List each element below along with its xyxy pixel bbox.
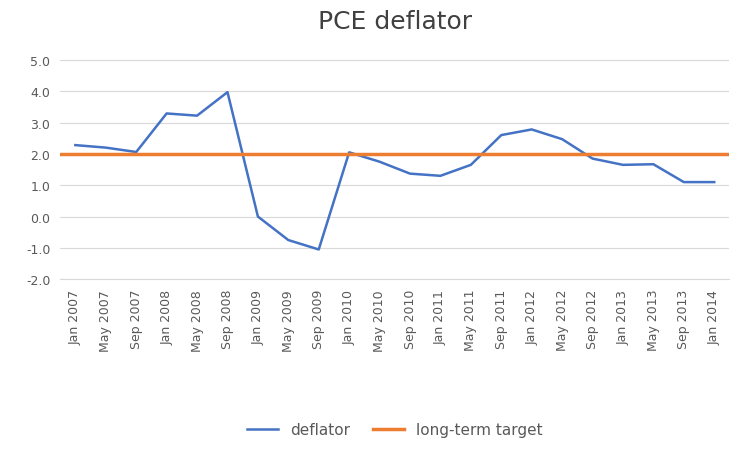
deflator: [618, 163, 627, 168]
deflator: [557, 137, 567, 143]
deflator: [375, 160, 384, 165]
deflator: [102, 146, 111, 151]
long-term target: [71, 152, 80, 157]
deflator: [436, 174, 445, 179]
deflator: [497, 133, 506, 138]
deflator: [588, 156, 597, 162]
deflator: [466, 163, 475, 168]
deflator: [679, 180, 688, 185]
deflator: [253, 214, 262, 220]
Line: deflator: deflator: [75, 93, 714, 250]
deflator: [405, 171, 414, 177]
deflator: [314, 247, 323, 253]
deflator: [71, 143, 80, 148]
deflator: [710, 180, 719, 185]
deflator: [223, 90, 232, 96]
Title: PCE deflator: PCE deflator: [318, 9, 472, 33]
deflator: [193, 114, 202, 119]
deflator: [344, 150, 353, 156]
deflator: [132, 150, 141, 156]
deflator: [162, 111, 171, 117]
Legend: deflator, long-term target: deflator, long-term target: [241, 416, 548, 443]
deflator: [527, 128, 536, 133]
deflator: [649, 162, 658, 168]
long-term target: [102, 152, 111, 157]
deflator: [284, 238, 293, 243]
